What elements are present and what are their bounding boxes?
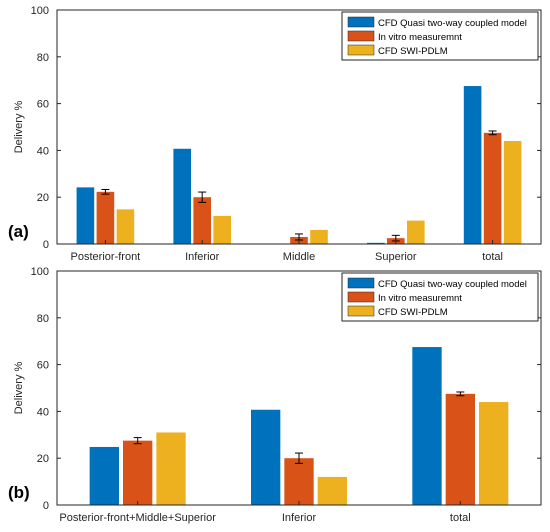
- y-axis-label: Delivery %: [13, 101, 25, 154]
- x-tick-label: total: [450, 512, 471, 524]
- legend-label: CFD SWI-PDLM: [378, 46, 448, 57]
- x-tick-label: Middle: [283, 251, 315, 263]
- bar: [193, 197, 212, 244]
- y-tick-label: 20: [37, 453, 49, 465]
- axes-box: [56, 9, 542, 245]
- x-tick-label: Posterior-front+Middle+Superior: [59, 512, 216, 524]
- bar: [479, 402, 509, 505]
- legend-swatch: [347, 291, 375, 303]
- y-tick-label: 80: [37, 52, 49, 64]
- y-tick-label: 20: [37, 192, 49, 204]
- legend-swatch: [347, 277, 375, 289]
- bar: [122, 440, 153, 505]
- bar: [503, 141, 522, 244]
- bar: [483, 132, 502, 244]
- y-tick-label: 80: [37, 313, 49, 325]
- legend-swatch: [347, 30, 375, 42]
- panel-a: Posterior-front Inferior Middle Superior tot…: [8, 5, 542, 263]
- legend-label: In vitro measuremnt: [378, 32, 462, 43]
- x-tick-label: Posterior-front: [71, 251, 141, 263]
- x-tick-label: Inferior: [282, 512, 317, 524]
- y-tick-label: 100: [31, 5, 49, 17]
- y-tick-label: 60: [37, 360, 49, 372]
- axes-box: [56, 270, 542, 506]
- bar: [407, 220, 425, 244]
- y-tick-label: 0: [43, 239, 49, 251]
- bar: [76, 187, 95, 244]
- x-tick-label: Superior: [375, 251, 417, 263]
- panel-b: Posterior-front+Middle+Superior Inferior t…: [8, 266, 542, 524]
- legend-label: CFD SWI-PDLM: [378, 307, 448, 318]
- bar: [463, 86, 482, 244]
- y-tick-label: 60: [37, 99, 49, 111]
- bar: [89, 446, 119, 505]
- bar: [284, 458, 314, 505]
- legend: CFD Quasi two-way coupled model In vitro …: [341, 272, 539, 322]
- bar: [173, 148, 191, 244]
- y-tick-label: 100: [31, 266, 49, 278]
- bar: [156, 432, 186, 505]
- legend: CFD Quasi two-way coupled model In vitro …: [341, 11, 539, 61]
- y-tick-label: 0: [43, 500, 49, 512]
- legend-swatch: [347, 16, 375, 28]
- x-tick-label: total: [482, 251, 503, 263]
- y-tick-label: 40: [37, 406, 49, 418]
- bar: [366, 242, 385, 244]
- y-axis-label: Delivery %: [13, 362, 25, 415]
- bar: [213, 215, 232, 244]
- legend-swatch: [347, 305, 375, 317]
- panel-tag: (a): [8, 222, 29, 241]
- bar: [412, 347, 442, 505]
- bar: [445, 393, 476, 505]
- y-tick-label: 40: [37, 145, 49, 157]
- bar: [310, 229, 328, 244]
- bar: [317, 476, 348, 505]
- legend-label: In vitro measuremnt: [378, 293, 462, 304]
- bar: [250, 409, 281, 505]
- x-tick-label: Inferior: [185, 251, 220, 263]
- bar: [96, 191, 115, 244]
- legend-label: CFD Quasi two-way coupled model: [378, 279, 527, 290]
- panel-tag: (b): [8, 483, 30, 502]
- legend-swatch: [347, 44, 375, 56]
- bar: [116, 209, 135, 244]
- legend-box: [341, 272, 539, 322]
- legend-label: CFD Quasi two-way coupled model: [378, 18, 527, 29]
- legend-box: [341, 11, 539, 61]
